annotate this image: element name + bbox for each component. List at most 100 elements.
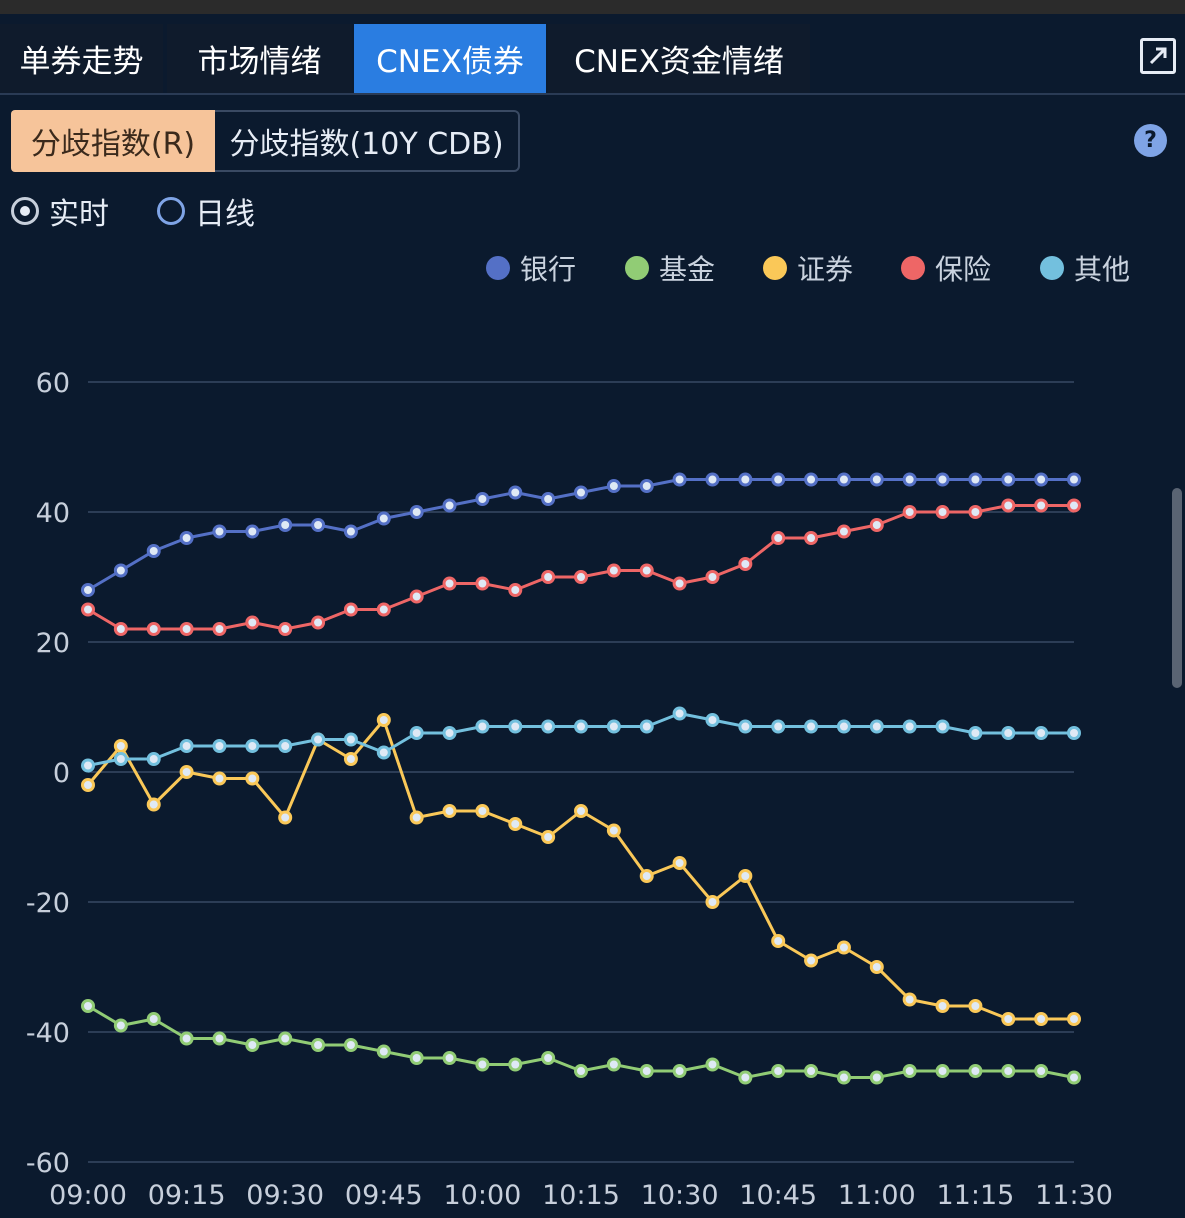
data-point xyxy=(376,1044,391,1059)
data-point xyxy=(705,895,720,909)
data-point xyxy=(541,1051,556,1065)
legend-label-bank: 银行 xyxy=(520,253,577,286)
data-point xyxy=(672,1064,687,1078)
help-icon[interactable]: ? xyxy=(1134,124,1167,157)
legend-label-securities: 证券 xyxy=(797,253,854,286)
data-point xyxy=(705,570,720,584)
data-point xyxy=(1067,472,1081,487)
legend-label-insurance: 保险 xyxy=(935,253,992,286)
data-point xyxy=(935,1064,950,1078)
legend-dot-icon xyxy=(625,256,649,280)
data-point xyxy=(442,804,457,818)
data-point xyxy=(245,1038,260,1052)
data-point xyxy=(475,719,490,734)
series-line-2 xyxy=(86,718,1074,1021)
tab-cnex-bonds[interactable]: CNEX债券 xyxy=(354,24,546,93)
data-point xyxy=(771,934,786,948)
data-point xyxy=(1001,726,1016,740)
data-point xyxy=(212,771,227,786)
data-point xyxy=(245,615,260,630)
tab-market-sentiment[interactable]: 市场情绪 xyxy=(167,24,352,93)
legend-item-securities[interactable]: 证券 xyxy=(763,250,853,286)
data-point xyxy=(804,531,819,545)
legend-item-fund[interactable]: 基金 xyxy=(625,250,715,286)
data-point xyxy=(376,511,391,526)
data-point xyxy=(804,472,819,487)
data-point xyxy=(738,1070,753,1085)
segment-divergence-r[interactable]: 分歧指数(R) xyxy=(11,110,215,172)
data-point xyxy=(902,472,917,487)
data-point xyxy=(1001,1064,1016,1078)
data-point xyxy=(146,797,161,812)
tab-cnex-funding-sentiment[interactable]: CNEX资金情绪 xyxy=(548,24,810,93)
segment-divergence-10y-cdb[interactable]: 分歧指数(10Y CDB) xyxy=(215,110,520,172)
data-point xyxy=(1034,726,1049,740)
data-point xyxy=(804,1064,819,1078)
data-point xyxy=(705,472,720,487)
legend-item-other[interactable]: 其他 xyxy=(1040,250,1130,286)
legend-dot-icon xyxy=(1040,256,1064,280)
data-point xyxy=(639,563,654,578)
data-point xyxy=(738,557,753,571)
expand-button[interactable] xyxy=(1140,38,1176,74)
data-point xyxy=(1067,726,1081,740)
series-line-3 xyxy=(87,504,1074,631)
legend-label-fund: 基金 xyxy=(659,253,716,286)
data-point xyxy=(639,479,654,493)
data-point xyxy=(606,823,621,838)
y-tick-label: 20 xyxy=(36,628,70,659)
data-point xyxy=(409,1051,424,1065)
data-point xyxy=(968,1064,983,1078)
data-point xyxy=(278,1031,293,1046)
expand-icon xyxy=(1149,47,1167,65)
data-point xyxy=(968,726,983,740)
data-point xyxy=(541,830,556,844)
data-point xyxy=(442,576,457,591)
legend-item-insurance[interactable]: 保险 xyxy=(901,250,991,286)
data-point xyxy=(574,1064,588,1078)
data-point xyxy=(409,810,424,825)
radio-daily[interactable]: 日线 xyxy=(157,193,255,232)
data-point xyxy=(869,472,884,487)
data-point xyxy=(968,999,983,1013)
data-point xyxy=(475,576,490,591)
data-point xyxy=(738,472,753,487)
data-point xyxy=(902,992,917,1007)
data-point xyxy=(343,752,358,766)
tab-single-bond-trend[interactable]: 单券走势 xyxy=(0,24,163,93)
y-tick-label: 60 xyxy=(36,368,70,399)
data-point xyxy=(968,505,983,519)
x-tick-label: 09:30 xyxy=(246,1180,324,1211)
data-point xyxy=(81,999,95,1013)
data-point xyxy=(705,713,720,727)
data-point xyxy=(541,719,556,734)
data-point xyxy=(311,732,326,747)
vertical-scrollbar[interactable] xyxy=(1172,488,1182,688)
data-point xyxy=(672,706,687,721)
radio-realtime[interactable]: 实时 xyxy=(11,193,109,232)
x-tick-label: 11:15 xyxy=(936,1180,1014,1211)
data-point xyxy=(836,719,851,734)
radio-checked-icon xyxy=(11,197,39,225)
data-point xyxy=(442,1051,457,1065)
x-tick-label: 11:00 xyxy=(838,1180,916,1211)
data-point xyxy=(1067,1070,1081,1085)
data-point xyxy=(738,869,753,883)
legend-item-bank[interactable]: 银行 xyxy=(486,250,576,286)
data-point xyxy=(1034,1064,1049,1078)
data-point xyxy=(146,622,161,636)
data-point xyxy=(935,472,950,487)
data-point xyxy=(343,732,358,747)
data-point xyxy=(113,752,128,766)
data-point xyxy=(1034,472,1049,487)
data-point xyxy=(179,765,194,779)
data-point xyxy=(836,940,851,955)
data-point xyxy=(311,518,326,532)
data-point xyxy=(869,719,884,734)
y-tick-label: -60 xyxy=(26,1148,70,1179)
data-point xyxy=(1034,498,1049,513)
data-point xyxy=(508,485,523,500)
data-point xyxy=(245,771,260,786)
tab-divider xyxy=(0,93,1185,95)
data-point xyxy=(212,524,227,539)
